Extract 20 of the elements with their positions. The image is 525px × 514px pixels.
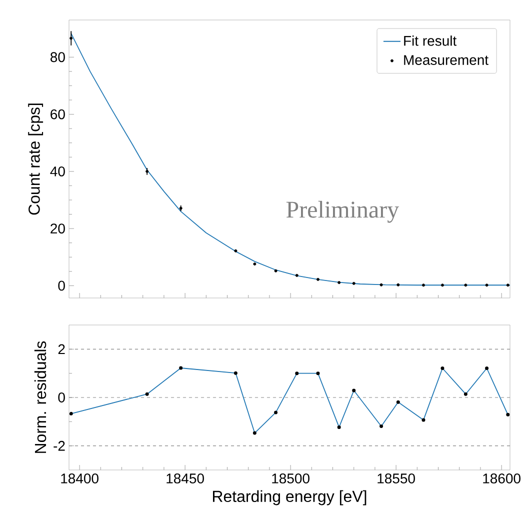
x-tick-label: 18600 (483, 474, 520, 484)
y-tick-label: 0 (58, 280, 65, 291)
y-tick-label: 2 (58, 344, 65, 354)
y-tick-label: 40 (50, 166, 65, 176)
x-tick-label: 18450 (166, 474, 204, 484)
point (70, 36, 73, 40)
y-tick-label: 60 (50, 109, 65, 120)
y-axis-title: Count rate [cps] (28, 104, 44, 215)
annotation: Preliminary (286, 200, 399, 223)
y-axis-title: Norm. residuals (34, 341, 46, 453)
y-tick-label: -2 (54, 440, 65, 451)
x-axis-title: Retarding energy [eV] (212, 490, 366, 506)
y-tick-label: 20 (50, 224, 65, 234)
x-tick-label: 18550 (378, 474, 415, 484)
x-tick-label: 18400 (61, 474, 98, 484)
y-tick-label: 0 (58, 392, 65, 402)
legend-label: Measurement (404, 55, 488, 65)
x-tick-label: 18500 (272, 474, 310, 484)
y-tick-label: 80 (50, 52, 65, 62)
legend-label: Fit result (404, 36, 457, 46)
